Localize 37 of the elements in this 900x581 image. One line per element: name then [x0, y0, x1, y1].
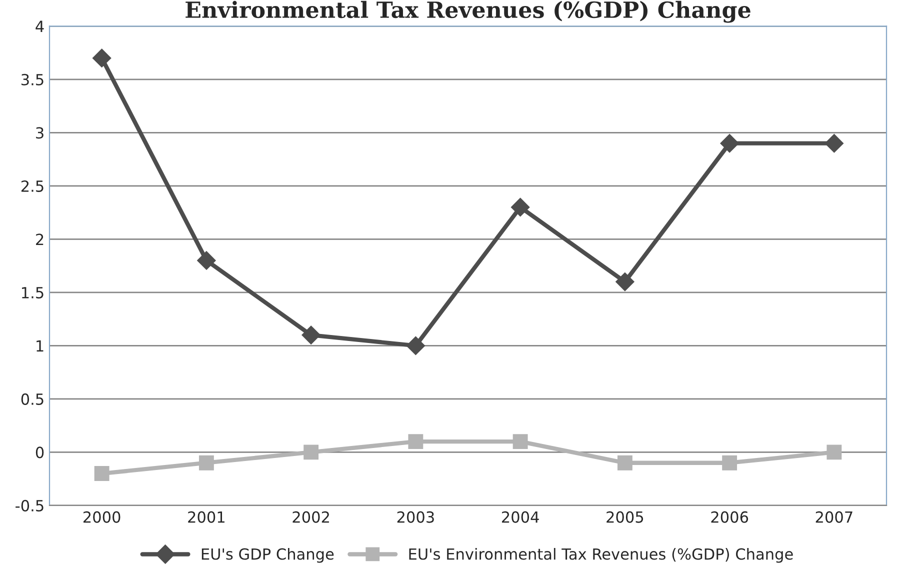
point [92, 48, 112, 68]
point [94, 466, 110, 481]
y-tick-label: 1.5 [22, 287, 44, 298]
x-tick-label: 2003 [397, 511, 434, 523]
point [408, 434, 424, 450]
y-tick-label: 3 [36, 127, 44, 139]
x-tick-label: 2002 [292, 511, 329, 523]
legend-label: EU's Environmental Tax Revenues (%GDP) Change [409, 548, 793, 563]
x-tick-label: 2000 [83, 511, 120, 523]
point [616, 272, 634, 292]
point [824, 134, 844, 153]
point [302, 326, 320, 344]
point [198, 455, 214, 470]
y-tick-label: 2 [36, 234, 44, 245]
y-tick-label: 0 [36, 446, 44, 458]
point [617, 455, 632, 470]
point [510, 198, 530, 217]
chart-title: Environmental Tax Revenues (%GDP) Change [186, 0, 750, 23]
y-tick-label: 2.5 [21, 180, 44, 192]
x-tick-label: 2001 [188, 511, 224, 523]
y-tick-label: 1 [36, 340, 44, 352]
point [720, 134, 739, 153]
y-tick-label: 4 [36, 20, 44, 32]
point [512, 434, 528, 450]
x-tick-label: 2006 [711, 511, 748, 523]
point [406, 336, 426, 356]
point [197, 251, 216, 270]
x-tick-label: 2007 [816, 511, 852, 523]
y-tick-label: 0.5 [21, 393, 44, 405]
x-tick-label: 2004 [502, 511, 539, 523]
point [722, 455, 738, 470]
legend-label: EU's GDP Change [202, 548, 334, 563]
point [304, 444, 319, 460]
y-tick-label: 3.5 [22, 74, 44, 86]
x-tick-label: 2005 [606, 511, 644, 523]
y-tick-label: -0.5 [16, 500, 44, 512]
point [826, 444, 842, 460]
